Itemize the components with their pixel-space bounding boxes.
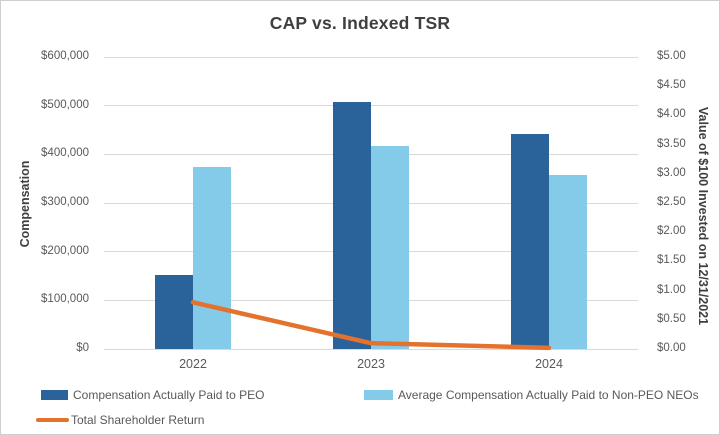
tsr-line (190, 300, 552, 351)
legend-label: Total Shareholder Return (71, 413, 205, 427)
x-axis-label: 2023 (357, 357, 385, 371)
chart-title: CAP vs. Indexed TSR (269, 13, 451, 33)
bar-peo-2022 (155, 275, 193, 349)
right-axis-tick: $1.50 (657, 254, 686, 267)
bar-peo-2024 (511, 134, 549, 349)
gridline (104, 56, 638, 58)
legend-item-cap-non-peo: Average Compensation Actually Paid to No… (364, 388, 699, 402)
legend-swatch-peo-bar (41, 390, 68, 400)
legend-swatch-non-peo-bar (364, 390, 393, 400)
bar-non-peo-2022 (193, 167, 231, 349)
bar-peo-2023 (333, 102, 371, 349)
right-axis-tick: $1.00 (657, 283, 686, 296)
legend-swatch-tsr-line (36, 417, 69, 423)
gridline (104, 105, 638, 107)
legend-item-tsr: Total Shareholder Return (36, 413, 204, 427)
left-axis-tick: $500,000 (41, 98, 89, 111)
right-axis-tick: $5.00 (657, 50, 686, 62)
x-axis-label: 2024 (535, 357, 563, 371)
right-axis-tick: $4.50 (657, 79, 686, 92)
bar-non-peo-2024 (549, 175, 587, 349)
right-axis-tick: $3.50 (657, 137, 686, 150)
right-axis-tick: $4.00 (657, 108, 686, 121)
legend-label: Compensation Actually Paid to PEO (73, 388, 265, 402)
left-axis-tick: $400,000 (41, 147, 89, 160)
bar-non-peo-2023 (371, 145, 409, 349)
left-axis-tick: $600,000 (41, 50, 89, 62)
right-axis-tick: $0.50 (657, 312, 686, 325)
left-axis-tick: $100,000 (41, 293, 89, 306)
left-axis-tick: $0 (76, 342, 89, 354)
right-axis-tick: $0.00 (657, 342, 686, 354)
left-axis-tick: $200,000 (41, 244, 89, 257)
left-axis-tick: $300,000 (41, 196, 89, 208)
legend-item-cap-peo: Compensation Actually Paid to PEO (41, 388, 264, 402)
right-axis-tick: $3.00 (657, 166, 686, 179)
right-axis-tick: $2.50 (657, 196, 686, 208)
gridline (104, 348, 638, 350)
x-axis-label: 2022 (179, 357, 207, 371)
legend-label: Average Compensation Actually Paid to No… (398, 388, 699, 402)
right-axis-tick: $2.00 (657, 225, 686, 238)
